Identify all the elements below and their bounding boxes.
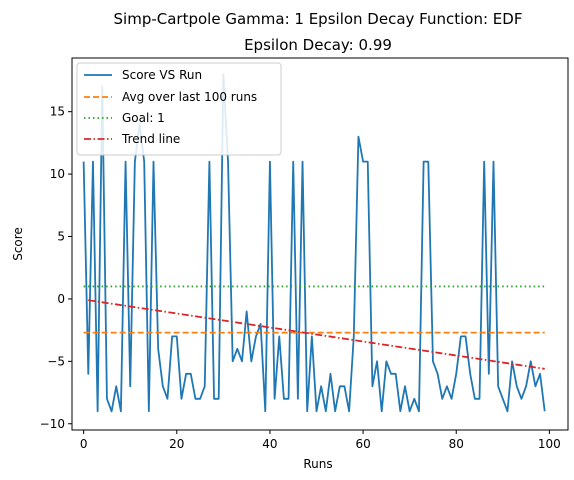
y-tick-label: 15 <box>50 105 65 119</box>
y-tick-label: 5 <box>57 230 65 244</box>
legend-label-avg: Avg over last 100 runs <box>122 90 257 104</box>
y-tick-label: −10 <box>40 417 65 431</box>
series-line-0 <box>82 73 546 413</box>
axis-ticks: 0 20 40 60 80 100 −10 −5 0 5 10 15 <box>40 105 561 451</box>
plot-area <box>82 73 546 413</box>
x-tick-label: 40 <box>262 437 277 451</box>
y-tick-label: 10 <box>50 167 65 181</box>
plot-frame <box>71 57 569 431</box>
legend-label-goal: Goal: 1 <box>122 111 165 125</box>
x-tick-label: 60 <box>355 437 370 451</box>
legend-label-trend: Trend line <box>121 132 180 146</box>
y-axis-label: Score <box>11 227 25 261</box>
x-tick-label: 0 <box>80 437 88 451</box>
y-tick-label: −5 <box>47 354 65 368</box>
x-tick-label: 80 <box>449 437 464 451</box>
chart-title: Simp-Cartpole Gamma: 1 Epsilon Decay Fun… <box>114 10 523 28</box>
x-tick-label: 100 <box>538 437 561 451</box>
chart-subtitle: Epsilon Decay: 0.99 <box>244 36 392 54</box>
x-tick-label: 20 <box>169 437 184 451</box>
x-axis-label: Runs <box>303 457 332 471</box>
legend-box <box>76 62 282 156</box>
y-tick-label: 0 <box>57 292 65 306</box>
legend: Score VS Run Avg over last 100 runs Goal… <box>76 62 282 156</box>
series-line-3 <box>88 299 545 370</box>
legend-label-score: Score VS Run <box>122 68 202 82</box>
